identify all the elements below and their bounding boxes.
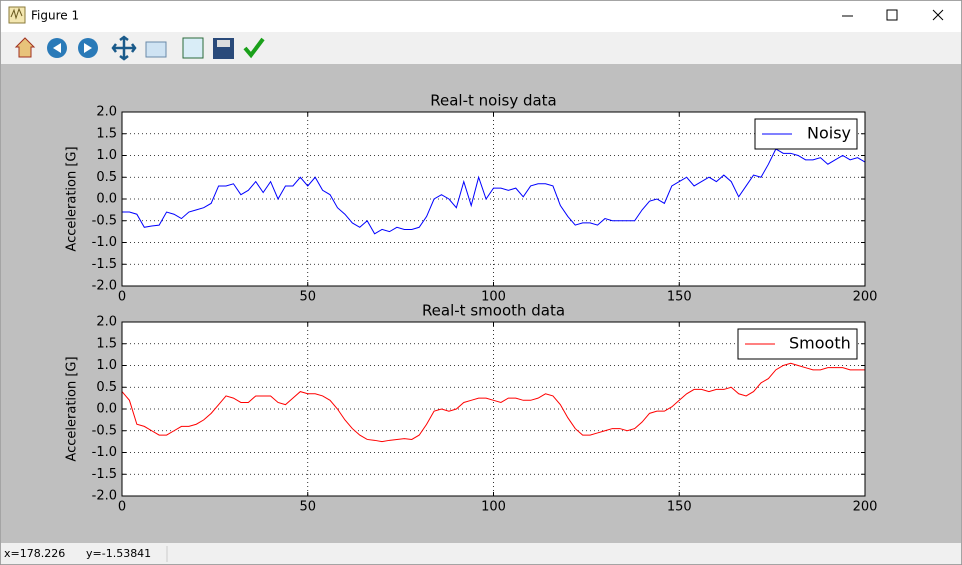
legend-label: Noisy (807, 124, 851, 143)
y-tick-label: -1.0 (92, 445, 117, 460)
plot-frame (121, 111, 866, 287)
toolbar (1, 32, 961, 64)
back-arrow (53, 43, 61, 53)
subplots-button[interactable] (182, 37, 204, 59)
y-tick-label: 2.0 (96, 105, 117, 120)
y-tick-label: 2.0 (96, 315, 117, 330)
y-tick-label: -2.0 (92, 279, 117, 294)
status-bar (1, 543, 961, 564)
y-tick-label: -1.5 (92, 467, 117, 482)
y-tick-label: 1.5 (96, 336, 117, 351)
y-tick-label: 1.0 (96, 358, 117, 373)
x-tick-label: 100 (481, 290, 506, 305)
x-tick-label: 100 (481, 500, 506, 515)
y-tick-label: -0.5 (92, 423, 117, 438)
y-tick-label: 1.5 (96, 126, 117, 141)
x-tick-label: 150 (667, 290, 692, 305)
chart-title: Real-t noisy data (430, 92, 557, 110)
x-tick-label: 200 (853, 290, 878, 305)
zoom-button[interactable] (145, 41, 167, 58)
y-tick-label: -0.5 (92, 213, 117, 228)
forward-arrow (84, 43, 92, 53)
y-tick-label: -2.0 (92, 489, 117, 504)
chart-title: Real-t smooth data (422, 302, 565, 320)
legend-label: Smooth (789, 334, 851, 353)
y-tick-label: -1.5 (92, 257, 117, 272)
y-tick-label: 1.0 (96, 148, 117, 163)
home-button[interactable] (14, 37, 36, 58)
toolbar-icons (14, 35, 265, 61)
app-icon-glyph (10, 7, 23, 20)
x-tick-label: 200 (853, 500, 878, 515)
y-tick-label: -1.0 (92, 235, 117, 250)
y-axis-label: Acceleration [G] (65, 146, 80, 251)
close-button[interactable] (932, 9, 944, 21)
status-x: x=178.226 (4, 547, 65, 560)
x-tick-label: 50 (299, 500, 316, 515)
y-axis-label: Acceleration [G] (65, 356, 80, 461)
figure: -2.0-1.5-1.0-0.50.00.51.01.52.00 50 100 150… (65, 92, 878, 515)
y-tick-label: 0.5 (96, 170, 117, 185)
pan-button[interactable] (111, 35, 137, 61)
y-tick-label: 0.0 (96, 402, 117, 417)
status-y: y=-1.53841 (86, 547, 151, 560)
edit-button[interactable] (243, 37, 265, 59)
y-tick-label: 0.5 (96, 380, 117, 395)
x-tick-label: 150 (667, 500, 692, 515)
data-line (121, 362, 865, 443)
x-tick-label: 0 (118, 290, 126, 305)
plot-frame (121, 321, 866, 497)
y-tick-label: 0.0 (96, 192, 117, 207)
maximize-button[interactable] (886, 9, 898, 21)
title-bar (1, 1, 961, 32)
window-title: Figure 1 (31, 9, 79, 23)
save-label (217, 40, 230, 47)
x-tick-label: 50 (299, 290, 316, 305)
x-tick-label: 0 (118, 500, 126, 515)
data-line (122, 148, 866, 235)
plot-area (122, 112, 865, 286)
